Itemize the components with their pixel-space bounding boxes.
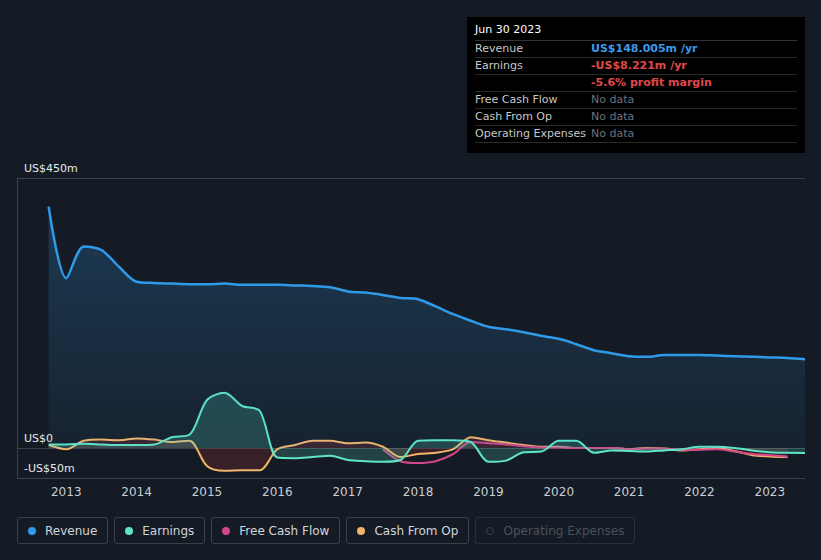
html-text:Operating Expenses: Operating Expenses	[503, 523, 625, 538]
html-text:US$148.005m /yr: US$148.005m /yr	[591, 42, 698, 55]
svg-text:US$0: US$0	[24, 432, 53, 445]
html-text:Revenue: Revenue	[45, 523, 98, 538]
svg-text:2023: 2023	[755, 485, 786, 499]
html-text:-5.6% profit margin: -5.6% profit margin	[591, 76, 712, 89]
html-text:Earnings: Earnings	[142, 523, 195, 538]
html-text:Earnings: Earnings	[475, 59, 523, 72]
svg-text:2020: 2020	[543, 485, 574, 499]
svg-text:2022: 2022	[684, 485, 715, 499]
svg-text:2019: 2019	[473, 485, 504, 499]
svg-text:2013: 2013	[51, 485, 82, 499]
svg-text:2017: 2017	[332, 485, 363, 499]
html-text:Revenue: Revenue	[475, 42, 523, 55]
html-text:-US$8.221m /yr: -US$8.221m /yr	[591, 59, 687, 72]
html-text:Free Cash Flow: Free Cash Flow	[475, 93, 558, 106]
svg-text:-US$50m: -US$50m	[24, 462, 75, 475]
html-text:No data: No data	[591, 93, 635, 106]
html-text:No data: No data	[591, 127, 635, 140]
html-text:Cash From Op: Cash From Op	[374, 523, 459, 538]
html-text:Cash From Op: Cash From Op	[475, 110, 552, 123]
svg-text:2021: 2021	[614, 485, 645, 499]
html-text:Free Cash Flow: Free Cash Flow	[239, 523, 330, 538]
svg-text:2016: 2016	[262, 485, 293, 499]
svg-text:US$450m: US$450m	[24, 162, 78, 175]
html-text:Operating Expenses: Operating Expenses	[475, 127, 586, 140]
html-text:Jun 30 2023: Jun 30 2023	[475, 23, 542, 36]
svg-text:2018: 2018	[403, 485, 434, 499]
svg-text:2015: 2015	[192, 485, 223, 499]
html-text:No data: No data	[591, 110, 635, 123]
svg-text:2014: 2014	[121, 485, 152, 499]
